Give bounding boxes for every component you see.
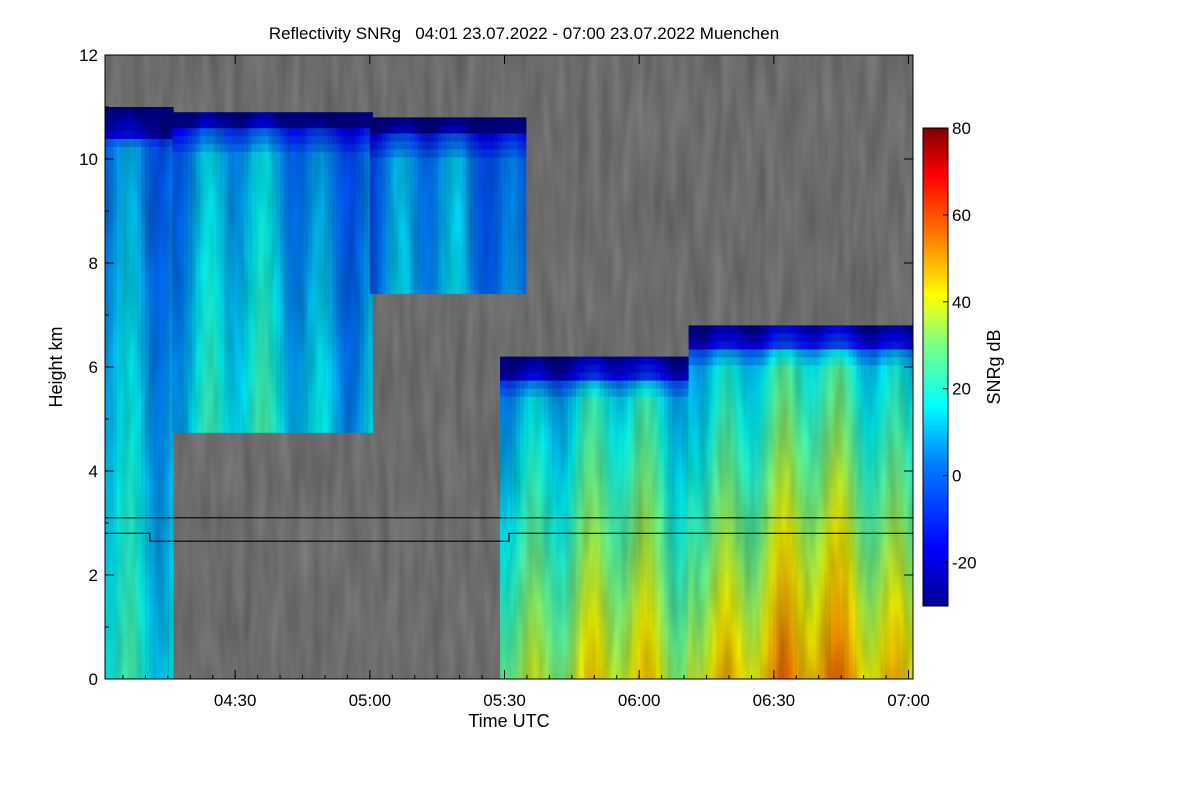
chart-title: Reflectivity SNRg 04:01 23.07.2022 - 07:…	[269, 24, 779, 43]
plot-area	[105, 55, 913, 679]
